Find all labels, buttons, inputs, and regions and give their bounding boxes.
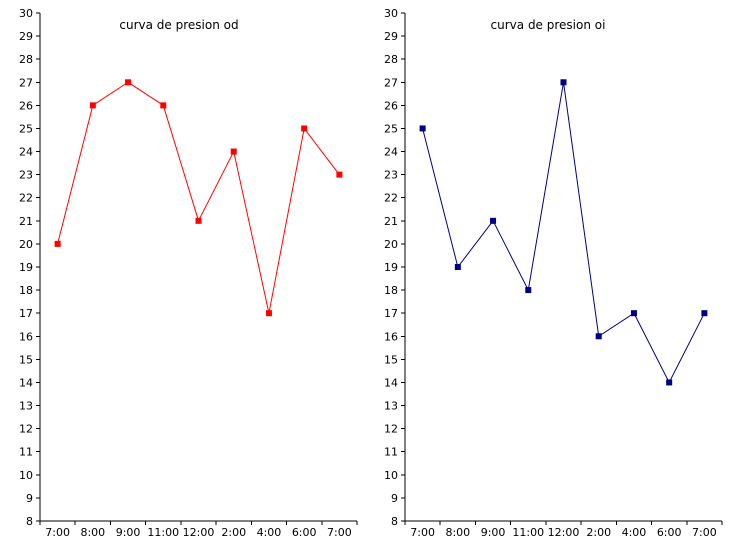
- y-tick-label: 10: [19, 469, 33, 482]
- x-tick-label: 2:00: [586, 526, 611, 539]
- y-tick-label: 26: [384, 99, 398, 112]
- y-tick-label: 23: [384, 169, 398, 182]
- data-point-marker: [89, 102, 96, 109]
- y-tick-label: 8: [391, 515, 398, 528]
- y-tick-label: 22: [19, 192, 33, 205]
- chart-right: curva de presion oi 8 9 10 11 12 13 14 15 16 17 18 1…: [384, 7, 723, 539]
- y-tick-label: 29: [19, 30, 33, 43]
- data-point-marker: [301, 125, 308, 132]
- y-tick-label: 14: [384, 376, 398, 389]
- y-tick-label: 10: [384, 469, 398, 482]
- y-tick-label: 27: [384, 76, 398, 89]
- y-tick-label: 21: [384, 215, 398, 228]
- x-tick-label: 9:00: [481, 526, 506, 539]
- y-tick-label: 16: [19, 330, 33, 343]
- data-point-marker: [195, 217, 202, 224]
- y-tick-label: 28: [19, 53, 33, 66]
- y-tick-label: 20: [19, 238, 33, 251]
- y-tick-label: 12: [19, 423, 33, 436]
- data-point-marker: [336, 171, 343, 178]
- y-tick-label: 11: [384, 446, 398, 459]
- x-tick-label: 4:00: [622, 526, 647, 539]
- chart-left: curva de presion od 8 9 10 11 12 13 14 15 16 17 18 1…: [19, 7, 358, 539]
- data-point-marker: [630, 310, 637, 317]
- data-point-marker: [525, 287, 532, 294]
- y-tick-label: 18: [384, 284, 398, 297]
- y-tick-label: 25: [384, 122, 398, 135]
- data-point-marker: [666, 379, 673, 386]
- series-line: [422, 82, 705, 384]
- y-tick-label: 30: [19, 7, 33, 20]
- x-tick-label: 7:00: [45, 526, 70, 539]
- data-point-marker: [454, 264, 461, 270]
- y-tick-label: 17: [384, 307, 398, 320]
- y-tick-label: 8: [26, 515, 33, 528]
- y-tick-label: 27: [19, 76, 33, 89]
- data-point-marker: [230, 148, 237, 155]
- data-point-marker: [54, 240, 61, 247]
- y-tick-label: 17: [19, 307, 33, 320]
- y-tick-label: 15: [19, 353, 33, 366]
- y-tick-label: 30: [384, 7, 398, 20]
- y-tick-label: 15: [384, 353, 398, 366]
- data-point-marker: [125, 79, 132, 86]
- y-tick-label: 16: [384, 330, 398, 343]
- y-tick-label: 9: [391, 492, 398, 505]
- y-tick-label: 25: [19, 122, 33, 135]
- chart-title: curva de presion oi: [491, 18, 606, 32]
- y-tick-label: 22: [384, 192, 398, 205]
- y-tick-label: 14: [19, 376, 33, 389]
- x-tick-label: 9:00: [116, 526, 141, 539]
- x-tick-label: 7:00: [327, 526, 352, 539]
- data-point-marker: [265, 310, 272, 317]
- y-tick-label: 24: [19, 146, 33, 159]
- y-tick-label: 28: [384, 53, 398, 66]
- y-tick-label: 20: [384, 238, 398, 251]
- x-tick-label: 11:00: [147, 526, 179, 539]
- x-tick-label: 7:00: [692, 526, 717, 539]
- x-tick-label: 7:00: [410, 526, 435, 539]
- x-tick-label: 8:00: [445, 526, 470, 539]
- data-point-marker: [595, 333, 602, 340]
- data-point-marker: [560, 79, 567, 86]
- x-tick-label: 12:00: [548, 526, 580, 539]
- y-tick-label: 11: [19, 446, 33, 459]
- data-point-marker: [701, 310, 708, 317]
- y-tick-label: 18: [19, 284, 33, 297]
- data-point-marker: [419, 125, 426, 132]
- y-tick-label: 19: [384, 261, 398, 274]
- x-tick-label: 12:00: [183, 526, 215, 539]
- x-tick-label: 6:00: [657, 526, 682, 539]
- y-tick-label: 13: [384, 400, 398, 413]
- y-tick-label: 12: [384, 423, 398, 436]
- y-tick-label: 9: [26, 492, 33, 505]
- data-point-marker: [490, 217, 497, 224]
- y-tick-label: 29: [384, 30, 398, 43]
- y-tick-label: 23: [19, 169, 33, 182]
- y-tick-label: 13: [19, 400, 33, 413]
- y-tick-label: 19: [19, 261, 33, 274]
- x-tick-label: 4:00: [257, 526, 282, 539]
- chart-title: curva de presion od: [119, 18, 238, 32]
- x-tick-label: 11:00: [512, 526, 544, 539]
- series-line: [57, 81, 340, 314]
- x-tick-label: 8:00: [80, 526, 105, 539]
- x-tick-label: 6:00: [292, 526, 317, 539]
- y-tick-label: 26: [19, 99, 33, 112]
- y-tick-label: 24: [384, 146, 398, 159]
- y-tick-label: 21: [19, 215, 33, 228]
- x-tick-label: 2:00: [221, 526, 246, 539]
- data-point-marker: [160, 102, 167, 109]
